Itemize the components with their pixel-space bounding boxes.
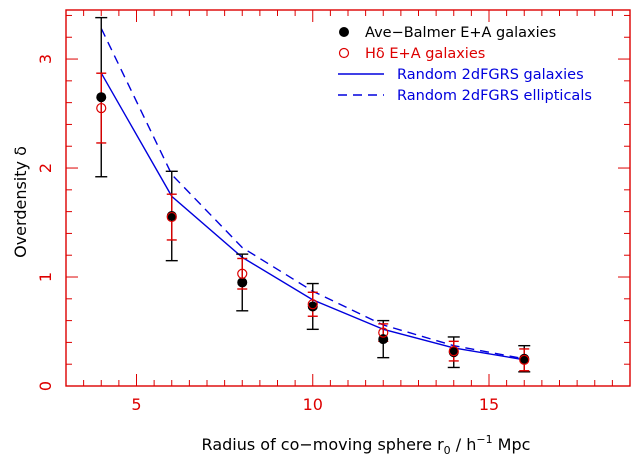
legend-label: Random 2dFGRS galaxies — [397, 67, 584, 83]
point-open — [237, 268, 248, 279]
legend-label: Random 2dFGRS ellipticals — [397, 88, 592, 104]
legend-marker-open — [338, 47, 350, 59]
point-open — [166, 211, 177, 223]
data-points — [96, 92, 530, 365]
y-tick-label: 0 — [36, 381, 55, 391]
point-open — [96, 102, 107, 114]
y-axis-label: Overdensity δ — [11, 146, 30, 258]
point-open — [519, 354, 530, 365]
point-filled — [237, 277, 248, 288]
x-axis-label: Radius of co−moving sphere r0 / h−1 Mpc — [202, 433, 531, 457]
axes: 5 10 15 0 1 2 3 — [36, 9, 631, 414]
point-filled — [96, 92, 107, 103]
point-open — [448, 346, 459, 357]
x-tick-label: 15 — [479, 395, 499, 414]
legend-label: Hδ E+A galaxies — [365, 46, 485, 62]
legend-label: Ave−Balmer E+A galaxies — [365, 25, 556, 41]
legend-marker-filled — [339, 27, 349, 37]
point-open — [378, 327, 389, 338]
x-tick-label: 10 — [303, 395, 323, 414]
point-filled — [307, 301, 318, 312]
y-tick-label: 2 — [36, 163, 55, 173]
legend: Ave−Balmer E+A galaxies Hδ E+A galaxies Ra… — [338, 25, 592, 104]
y-tick-label: 3 — [36, 54, 55, 64]
point-open — [307, 299, 318, 310]
x-tick-label: 5 — [131, 395, 141, 414]
y-tick-label: 1 — [36, 272, 55, 282]
